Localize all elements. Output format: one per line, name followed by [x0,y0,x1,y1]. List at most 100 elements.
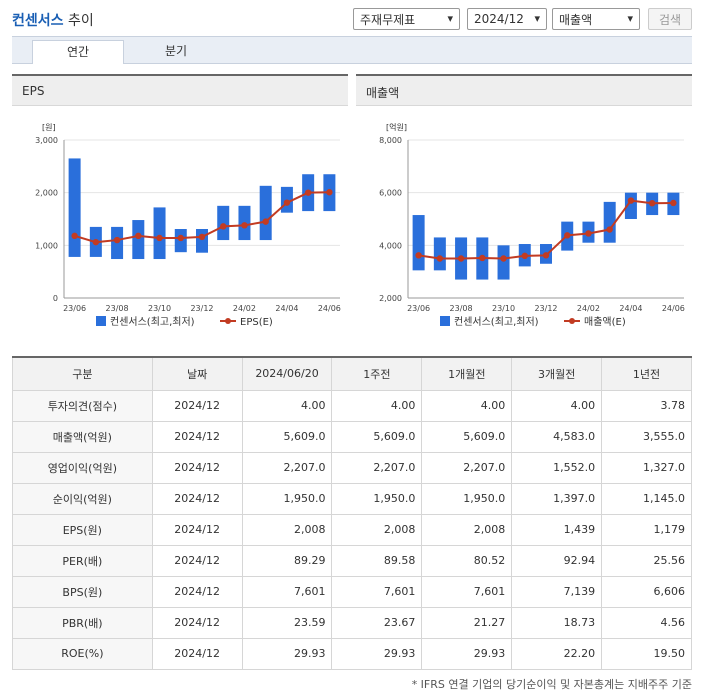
period-type-select[interactable]: 주재무제표 ▾ [353,8,460,30]
estimate-point [177,234,184,242]
table-cell: 5,609.0 [331,420,423,453]
tab-annual[interactable]: 연간 [32,40,124,64]
table-cell: 5,609.0 [241,420,333,453]
table-cell: 1,327.0 [601,451,692,484]
table-cell: 29.93 [241,637,333,670]
metric-select[interactable]: 매출액 ▾ [552,8,640,30]
estimate-point [241,222,248,229]
row-date: 2024/12 [151,482,243,515]
table-row: PBR(배) 2024/12 23.59 23.67 21.27 18.73 4.56 [12,606,692,639]
table-cell: 1,950.0 [241,482,333,515]
row-label: ROE(%) [12,637,153,670]
footnote: * IFRS 연결 기업의 당기순이익 및 자본총계는 지배주주 기준 [411,678,692,691]
x-tick-label: 24/04 [619,304,642,313]
consensus-table: 구분 날짜 2024/06/20 1주전 1개월전 3개월전 1년전 투자의견(점수) 202… [12,356,692,670]
estimate-point [670,199,677,207]
page-title-main: 컨센서스 [12,13,64,29]
range-bar [132,220,145,260]
range-bar [217,205,230,241]
range-bar [603,201,616,243]
row-label: PBR(배) [12,606,153,639]
table-row: PER(배) 2024/12 89.29 89.58 80.52 92.94 25.56 [12,544,692,577]
legend-label-range: 컨센서스(최고,최저) [110,316,195,328]
estimate-point [648,200,656,207]
table-cell: 7,601 [421,575,513,608]
table-header-row: 구분 날짜 2024/06/20 1주전 1개월전 3개월전 1년전 [12,356,692,391]
table-cell: 5,609.0 [421,420,513,453]
table-row: ROE(%) 2024/12 29.93 29.93 29.93 22.20 19.50 [12,637,692,670]
y-tick-label: 0 [53,294,58,303]
column-header: 1주전 [331,356,423,391]
row-label: EPS(원) [12,513,153,546]
range-bar [412,215,425,271]
legend-label-range: 컨센서스(최고,최저) [454,316,539,328]
table-cell: 92.94 [511,544,603,577]
column-header: 구분 [12,356,153,391]
x-tick-label: 24/04 [275,304,298,313]
estimate-point [542,252,550,259]
title-bar: 컨센서스 추이 주재무제표 ▾ 2024/12 ▾ 매출액 ▾ 검색 [12,8,692,32]
x-tick-label: 24/06 [662,304,685,313]
x-tick-label: 24/06 [318,304,341,313]
legend-swatch-point [225,318,231,324]
estimate-point [156,234,163,242]
table-cell: 7,139 [511,575,603,608]
estimate-point [135,232,142,240]
legend-label-line: 매출액(E) [584,316,626,328]
row-date: 2024/12 [151,389,243,422]
range-bar [624,192,637,219]
table-cell: 1,439 [511,513,603,546]
row-date: 2024/12 [151,606,243,639]
table-cell: 80.52 [421,544,513,577]
table-cell: 22.20 [511,637,603,670]
table-cell: 1,950.0 [331,482,423,515]
date-value: 2024/12 [474,12,524,26]
table-cell: 4.00 [511,389,603,422]
x-tick-label: 24/02 [233,304,256,313]
eps-panel-title: EPS [12,74,348,106]
estimate-point [521,252,528,260]
estimate-point [415,252,422,259]
estimate-point [627,197,635,204]
table-cell: 4.56 [601,606,692,639]
x-tick-label: 23/10 [148,304,171,313]
table-cell: 2,207.0 [421,451,513,484]
table-cell: 29.93 [331,637,423,670]
estimate-point [500,255,507,262]
period-type-value: 주재무제표 [360,12,416,27]
row-date: 2024/12 [151,637,243,670]
table-cell: 3.78 [601,389,692,422]
page-title-sub: 추이 [67,13,94,29]
estimate-point [326,189,333,196]
table-cell: 89.58 [331,544,423,577]
y-tick-label: 2,000 [379,294,402,303]
chevron-down-icon: ▾ [534,12,540,25]
table-cell: 4.00 [421,389,513,422]
row-label: PER(배) [12,544,153,577]
chevron-down-icon: ▾ [627,12,633,25]
x-tick-label: 24/02 [577,304,600,313]
sales-chart: [억원] 2,000 4,000 6,000 8,000 23/06 23/08 23/10 2… [379,122,685,328]
range-bar [259,185,272,241]
table-cell: 25.56 [601,544,692,577]
row-label: 영업이익(억원) [12,451,153,484]
table-cell: 7,601 [331,575,423,608]
estimate-point [564,232,571,239]
search-button[interactable]: 검색 [648,8,692,30]
eps-chart: [원] 0 1,000 2,000 3,000 23/06 23/08 23/10 23/12 2… [35,123,341,328]
x-tick-label: 23/08 [106,304,129,313]
date-select[interactable]: 2024/12 ▾ [467,8,547,30]
x-tick-label: 23/10 [492,304,515,313]
row-label: 매출액(억원) [12,420,153,453]
row-date: 2024/12 [151,575,243,608]
x-tick-label: 23/12 [534,304,557,313]
tab-quarterly[interactable]: 분기 [164,44,188,58]
chevron-down-icon: ▾ [447,12,453,25]
table-cell: 23.59 [241,606,333,639]
legend-swatch-point [569,318,575,324]
estimate-point [436,255,444,262]
table-cell: 1,950.0 [421,482,513,515]
table-cell: 23.67 [331,606,423,639]
estimate-point [220,223,227,230]
y-tick-label: 6,000 [379,189,402,198]
